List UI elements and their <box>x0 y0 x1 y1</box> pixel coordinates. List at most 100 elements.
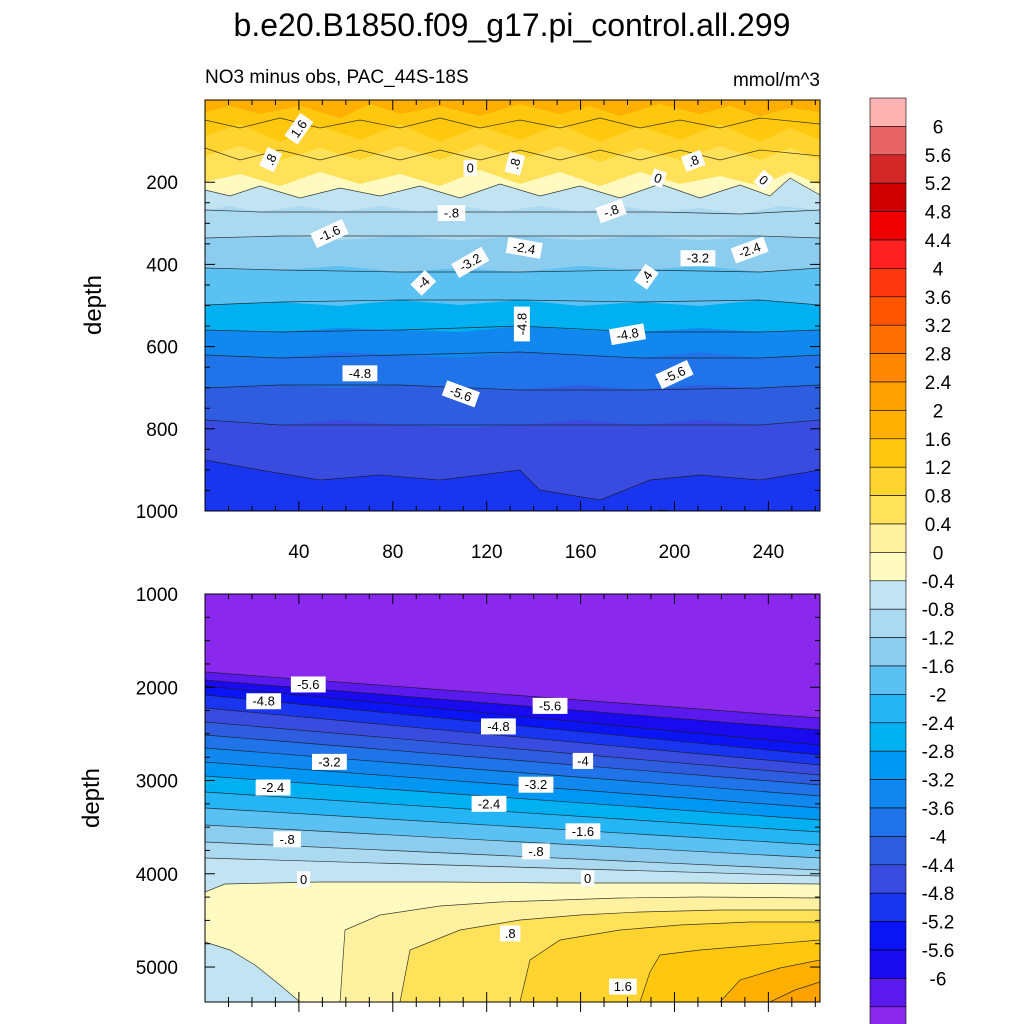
contour-label-text: 0 <box>467 160 474 175</box>
colorbar-swatch <box>869 1006 907 1024</box>
x-tick-label: 160 <box>565 542 597 563</box>
contour-label-bg <box>532 697 568 714</box>
contour-line <box>719 959 820 1002</box>
colorbar-label: -1.2 <box>922 629 955 650</box>
contour-line <box>205 721 820 776</box>
contour-line <box>205 459 820 501</box>
colorbar-swatch <box>869 722 907 752</box>
contour-label-text: 0 <box>652 170 664 187</box>
contour-label-bg <box>284 112 314 145</box>
contour-label-bg <box>255 779 291 796</box>
contour-line <box>205 775 820 821</box>
contour-label-text: -4 <box>577 753 589 768</box>
contour-line <box>205 351 820 359</box>
contour-label: .8 <box>259 146 283 173</box>
contour-label-bg <box>595 198 627 224</box>
contour-label-text: -4.8 <box>514 313 529 335</box>
colorbar-label: 4 <box>933 259 944 280</box>
colorbar-swatch <box>869 296 907 326</box>
colorbar-label: 1.2 <box>925 458 951 479</box>
y-tick-label: 2000 <box>136 678 178 699</box>
contour-label: -1.6 <box>565 823 601 840</box>
contour-line <box>639 939 820 1002</box>
contour-label-text: -5.6 <box>297 677 319 692</box>
colorbar-label: 5.2 <box>925 174 951 195</box>
x-tick-label: 80 <box>382 542 403 563</box>
contour-label-bg <box>649 168 667 188</box>
colorbar-label: 2 <box>933 401 944 422</box>
contour-line <box>205 707 820 766</box>
contour-line <box>205 747 820 797</box>
contour-label: -4.8 <box>481 718 516 735</box>
contour-label: 0 <box>581 870 595 887</box>
contour-label-bg <box>522 843 550 860</box>
colorbar-swatch <box>869 921 907 951</box>
contour-label: -.8 <box>273 831 301 848</box>
contour-label-text: -.8 <box>280 832 295 847</box>
contour-line <box>205 857 820 877</box>
contour-label-bg <box>572 752 594 769</box>
colorbar: 6 5.6 5.2 4.8 4.4 4 3.6 3.2 2.8 2.4 2 1.6 1.2 0.8 0.4 0… <box>869 97 955 1024</box>
contour-label: 0 <box>296 871 311 888</box>
colorbar-swatch <box>869 779 907 809</box>
upper-x-axis: 40 80 120 160 200 240 <box>227 100 816 563</box>
colorbar-swatch <box>869 410 907 440</box>
contour-label-text: .8 <box>506 157 523 171</box>
contour-label-text: -3.2 <box>525 777 547 792</box>
colorbar-label: -0.4 <box>922 572 955 593</box>
contour-label-text: -.8 <box>601 201 620 220</box>
contour-label-bg <box>513 306 530 342</box>
colorbar-label: 2.8 <box>925 345 951 366</box>
colorbar-label: -4.8 <box>922 884 955 905</box>
y-tick-label: 800 <box>146 420 178 441</box>
contour-line <box>205 299 820 306</box>
contour-line <box>205 685 820 746</box>
contour-label-bg <box>481 718 516 735</box>
contour-line <box>205 209 820 215</box>
fill-band-orange <box>770 982 820 1002</box>
x-tick-label: 240 <box>753 542 785 563</box>
contour-label: 1.6 <box>609 978 637 995</box>
colorbar-label: 6 <box>933 117 944 138</box>
contour-line <box>205 761 820 809</box>
x-tick-label: 200 <box>659 542 691 563</box>
colorbar-swatch <box>869 637 907 667</box>
contour-label-bg <box>581 870 595 887</box>
contour-label-text: -4.8 <box>349 366 371 381</box>
contour-label: 1.6 <box>284 112 314 145</box>
contour-label-text: -2.4 <box>262 780 284 795</box>
colorbar-label: 4.4 <box>925 231 952 252</box>
contour-label-bg <box>655 359 694 390</box>
colorbar-swatch <box>869 381 907 411</box>
colorbar-swatch <box>869 949 907 979</box>
contour-label-bg <box>471 795 507 812</box>
colorbar-swatch <box>869 126 907 156</box>
lower-x-axis <box>227 594 816 1012</box>
upper-contour-panel: 1.6.80.8.80 0-.8-1.6-.8-2.4-3.2-4-3.2 -2.4… <box>80 99 821 563</box>
contour-label: .8 <box>680 149 706 172</box>
contour-label-bg <box>633 263 659 290</box>
contour-label-bg <box>504 151 526 176</box>
contour-line <box>769 981 820 1002</box>
colorbar-label: 3.2 <box>925 316 951 337</box>
lower-y-axis-title: depth <box>78 768 105 828</box>
contour-line <box>205 807 820 846</box>
contour-label-text: -.8 <box>528 844 543 859</box>
colorbar-label: -0.8 <box>922 600 955 621</box>
contour-label-text: -.8 <box>444 206 459 221</box>
contour-label-text: -4.8 <box>252 694 274 709</box>
colorbar-label: -2.4 <box>922 714 955 735</box>
contour-label-bg <box>310 218 349 249</box>
contour-label-bg <box>342 365 378 382</box>
colorbar-swatch <box>869 836 907 866</box>
contour-label-bg <box>680 250 716 267</box>
contour-label: -5.6 <box>532 697 568 714</box>
lower-plot-frame <box>204 593 821 1003</box>
colorbar-label: -4.4 <box>922 856 955 877</box>
contour-line <box>339 896 820 1002</box>
contour-line <box>519 921 820 1002</box>
colorbar-label: 2.4 <box>925 373 952 394</box>
colorbar-swatch <box>869 268 907 298</box>
contour-label: .4 <box>633 263 659 290</box>
colorbar-label: -4 <box>930 827 947 848</box>
